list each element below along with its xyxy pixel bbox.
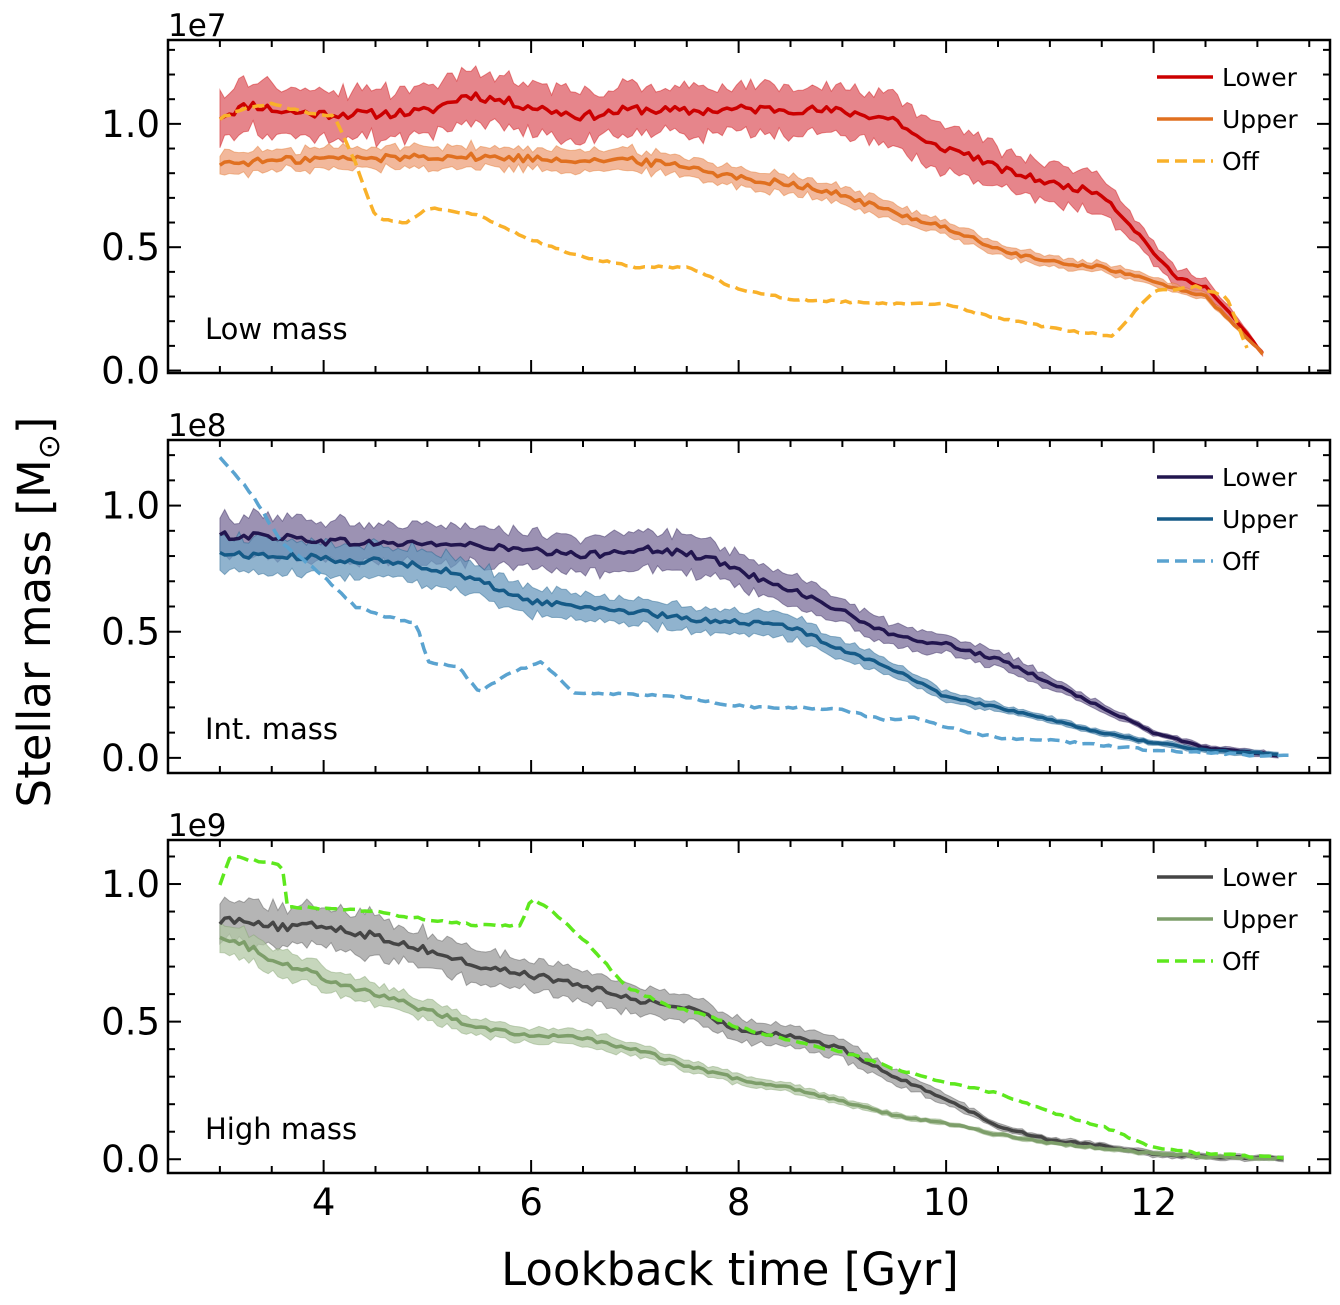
x-tick-label: 10 <box>923 1181 970 1224</box>
legend-label-lower: Lower <box>1222 63 1298 92</box>
y-axis-label: Stellar mass [M⊙] <box>8 417 67 808</box>
series-line-off <box>218 854 1284 1160</box>
series-line-off <box>218 101 1249 349</box>
plot-area <box>218 854 1284 1163</box>
panel-3: 0.0 0.5 1.0 4 6 8 10 12 1e9 High mass Lower Upper Of… <box>101 808 1332 1224</box>
legend-label-upper: Upper <box>1222 905 1298 934</box>
legend-label-off: Off <box>1222 547 1260 576</box>
y-offset-label: 1e7 <box>168 8 227 44</box>
y-tick-label: 1.0 <box>101 863 160 906</box>
band-upper <box>219 138 1264 357</box>
y-tick-label: 0.0 <box>101 1138 160 1181</box>
legend-label-upper: Upper <box>1222 105 1298 134</box>
series-line-upper <box>218 151 1264 356</box>
axes-frame <box>166 838 1332 1175</box>
series-line-lower <box>219 91 1264 355</box>
x-tick-label: 12 <box>1130 1181 1177 1224</box>
y-tick-label: 1.0 <box>101 103 160 146</box>
panels: 0.0 0.5 1.0 1e7 Low mass Lower Upper Off 0.0 0.5 1… <box>101 8 1332 1224</box>
legend-label-upper: Upper <box>1222 505 1298 534</box>
y-offset-label: 1e9 <box>168 808 227 844</box>
x-axis-label: Lookback time [Gyr] <box>501 1243 959 1296</box>
panel-label: High mass <box>205 1112 357 1146</box>
y-axis-label-close: ] <box>8 417 61 435</box>
legend: Lower Upper Off <box>1157 463 1298 576</box>
series-line-upper <box>219 935 1284 1161</box>
y-offset-label: 1e8 <box>168 408 227 444</box>
x-tick-label: 4 <box>312 1181 336 1224</box>
panel-2: 0.0 0.5 1.0 1e8 Int. mass Lower Upper Off <box>101 408 1332 780</box>
plot-area <box>218 64 1264 358</box>
panel-1: 0.0 0.5 1.0 1e7 Low mass Lower Upper Off <box>101 8 1332 393</box>
plot-area <box>218 456 1289 759</box>
x-tick-label: 6 <box>519 1181 543 1224</box>
y-tick-label: 0.5 <box>101 611 160 654</box>
band-lower <box>219 507 1279 759</box>
y-tick-label: 0.0 <box>101 350 160 393</box>
legend-label-off: Off <box>1222 147 1260 176</box>
legend-label-lower: Lower <box>1222 463 1298 492</box>
y-tick-label: 0.5 <box>101 1001 160 1044</box>
y-axis-label-main: Stellar mass [M <box>8 459 61 807</box>
legend-label-off: Off <box>1222 947 1260 976</box>
legend: Lower Upper Off <box>1157 863 1298 976</box>
panel-label: Int. mass <box>205 712 338 746</box>
axes-frame <box>166 38 1332 375</box>
y-tick-label: 0.0 <box>101 737 160 780</box>
y-tick-label: 1.0 <box>101 485 160 528</box>
series-line-off <box>218 456 1289 758</box>
y-tick-label: 0.5 <box>101 226 160 269</box>
panel-label: Low mass <box>205 312 348 346</box>
y-axis-label-sub: ⊙ <box>32 434 67 459</box>
band-lower <box>219 64 1264 358</box>
legend: Lower Upper Off <box>1157 63 1298 176</box>
legend-label-lower: Lower <box>1222 863 1298 892</box>
series-line-lower <box>219 530 1279 758</box>
series-line-upper <box>219 550 1279 757</box>
x-tick-label: 8 <box>727 1181 751 1224</box>
